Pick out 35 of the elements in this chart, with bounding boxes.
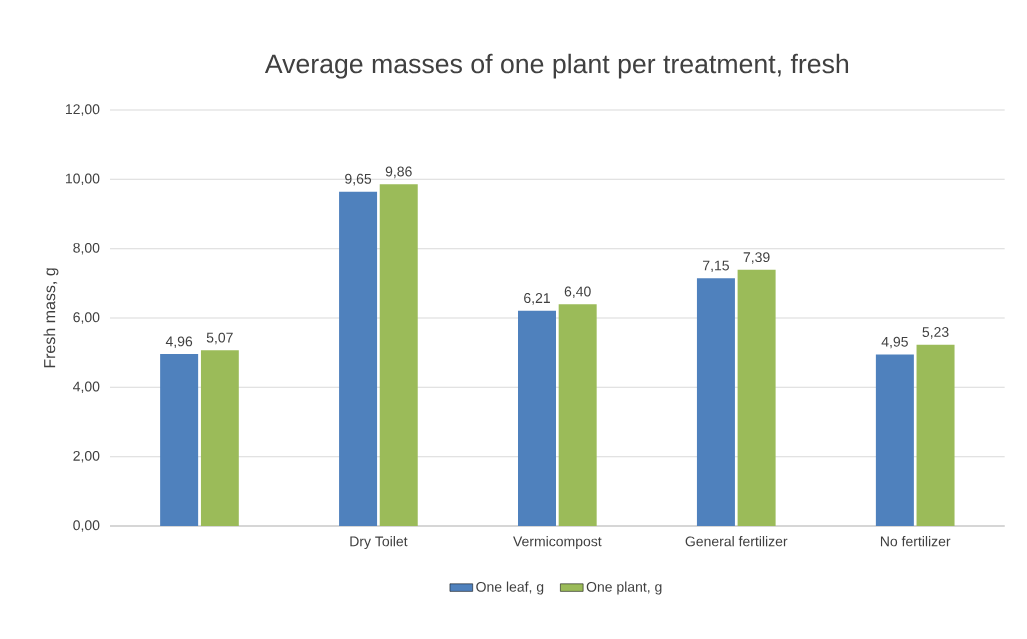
chart-title: Average masses of one plant per treatment, fresh (264, 53, 849, 79)
x-tick-label: General fertilizer (685, 536, 788, 547)
data-label: 7,39 (743, 252, 770, 264)
data-label: 6,21 (524, 293, 550, 305)
bar (696, 278, 735, 526)
legend-label: One leaf, g (476, 581, 544, 595)
bar (875, 354, 914, 526)
bar (160, 354, 199, 526)
y-axis-title: Fresh mass, g (43, 268, 59, 368)
bar (518, 310, 557, 526)
y-tick-label: 12,00 (65, 104, 100, 116)
bar (558, 304, 597, 526)
y-tick-label: 6,00 (73, 312, 100, 324)
y-tick-label: 2,00 (73, 450, 100, 463)
y-tick-label: 8,00 (73, 242, 100, 255)
data-label: 5,23 (922, 327, 949, 339)
legend-label: One plant, g (586, 581, 662, 595)
data-label: 7,15 (703, 260, 729, 273)
x-tick-label: Vermicompost (513, 536, 602, 550)
data-label: 4,95 (881, 336, 908, 349)
y-tick-label: 10,00 (65, 173, 100, 186)
bar (916, 344, 955, 526)
data-label: 9,86 (385, 166, 412, 179)
bar (200, 350, 239, 526)
data-label: 9,65 (345, 173, 372, 186)
data-label: 4,96 (165, 336, 193, 349)
bar (737, 269, 776, 526)
y-tick-label: 0,00 (73, 520, 100, 532)
bar (379, 184, 418, 526)
data-label: 5,07 (206, 332, 233, 345)
bar (339, 191, 378, 526)
y-tick-label: 4,00 (73, 381, 100, 394)
data-label: 6,40 (564, 286, 591, 299)
x-tick-label: No fertilizer (880, 536, 951, 547)
x-tick-label: Dry Toilet (350, 536, 408, 550)
